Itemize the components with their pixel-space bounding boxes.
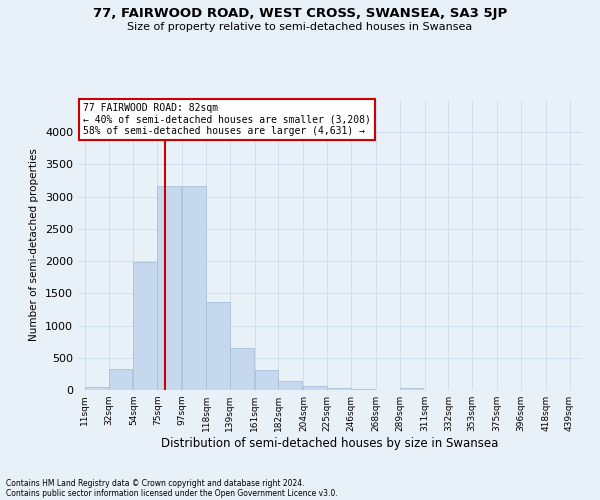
Bar <box>230 348 254 390</box>
Bar <box>278 382 302 390</box>
Text: 77 FAIRWOOD ROAD: 82sqm
← 40% of semi-detached houses are smaller (3,208)
58% of: 77 FAIRWOOD ROAD: 82sqm ← 40% of semi-de… <box>83 103 371 136</box>
Y-axis label: Number of semi-detached properties: Number of semi-detached properties <box>29 148 40 342</box>
Bar <box>254 370 278 390</box>
Text: Size of property relative to semi-detached houses in Swansea: Size of property relative to semi-detach… <box>127 22 473 32</box>
Text: Contains public sector information licensed under the Open Government Licence v3: Contains public sector information licen… <box>6 488 338 498</box>
Bar <box>133 262 157 390</box>
Bar <box>304 386 327 390</box>
Bar <box>400 388 424 390</box>
Bar <box>327 388 351 390</box>
Bar <box>206 302 230 390</box>
Bar <box>157 186 181 390</box>
Text: 77, FAIRWOOD ROAD, WEST CROSS, SWANSEA, SA3 5JP: 77, FAIRWOOD ROAD, WEST CROSS, SWANSEA, … <box>93 8 507 20</box>
Bar <box>85 388 109 390</box>
X-axis label: Distribution of semi-detached houses by size in Swansea: Distribution of semi-detached houses by … <box>161 437 499 450</box>
Text: Contains HM Land Registry data © Crown copyright and database right 2024.: Contains HM Land Registry data © Crown c… <box>6 478 305 488</box>
Bar <box>182 186 206 390</box>
Bar <box>109 370 133 390</box>
